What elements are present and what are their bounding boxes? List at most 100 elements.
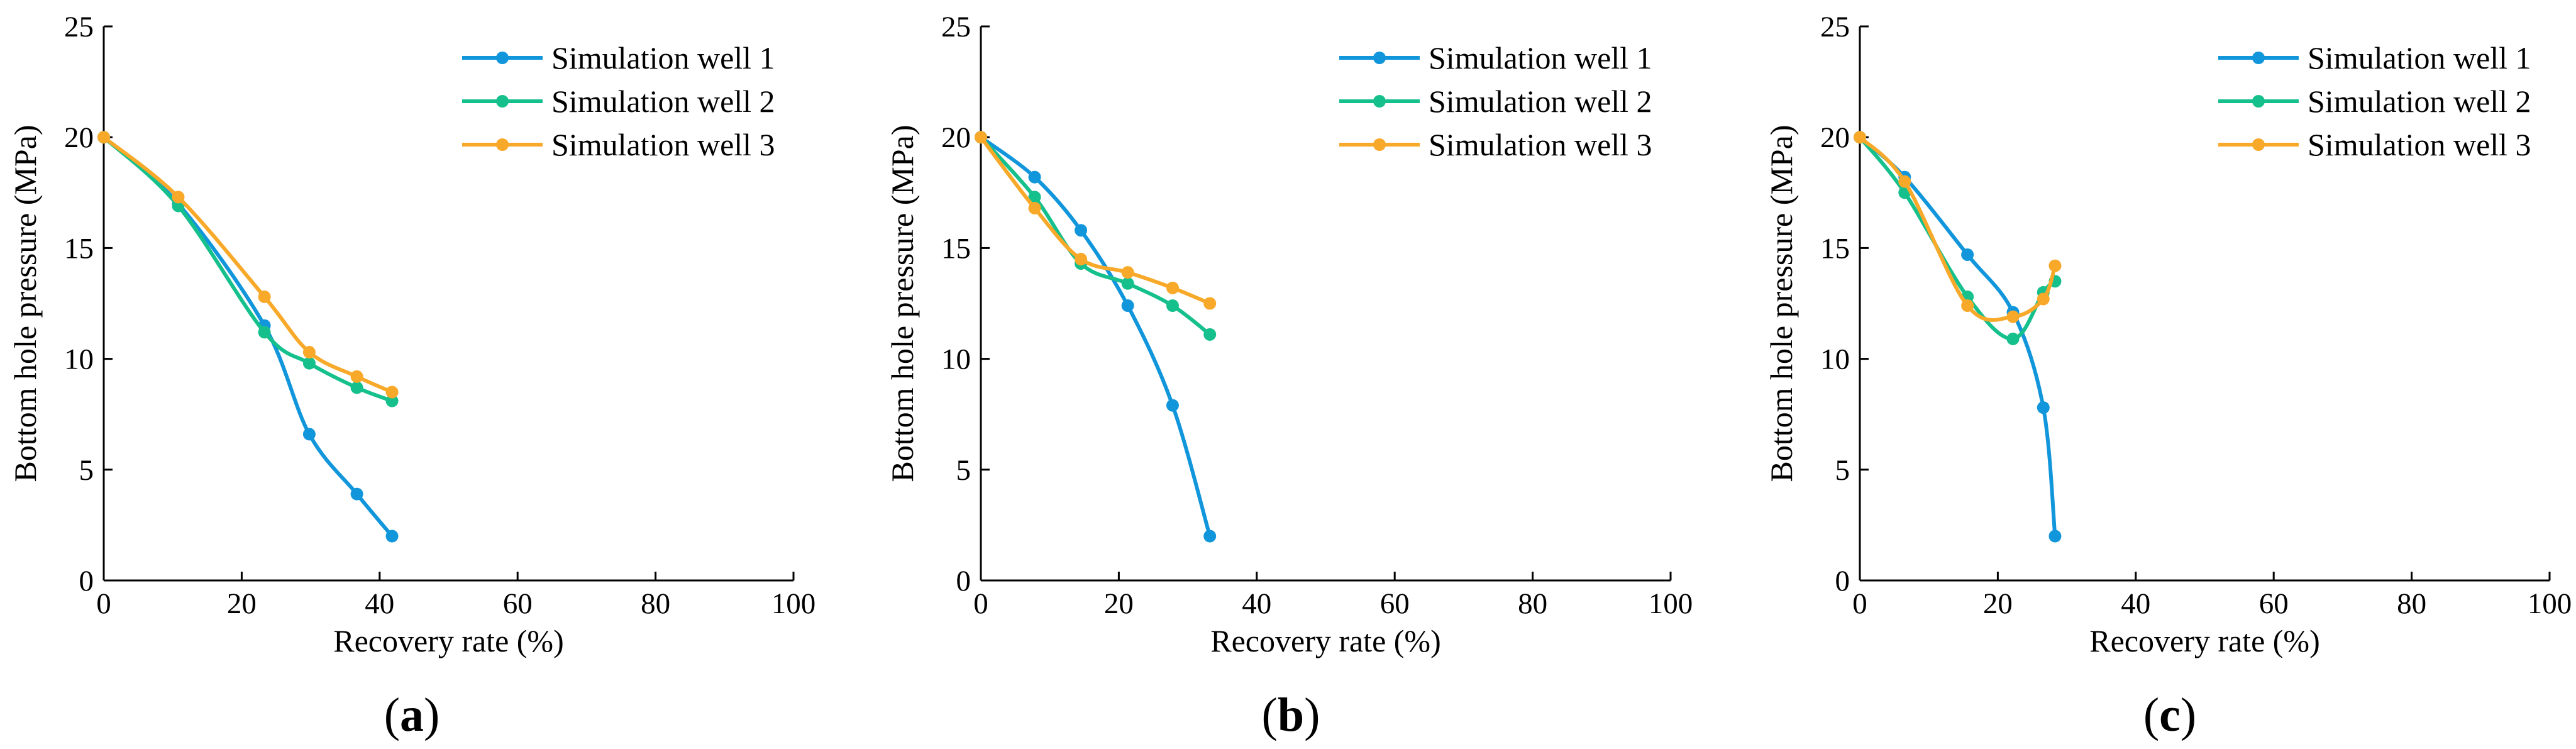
data-point — [1028, 201, 1041, 214]
legend-label-1: Simulation well 1 — [551, 40, 775, 75]
series-line-1 — [979, 135, 1212, 538]
chart-panel-2: 0 20 40 60 80 100 0 5 10 15 20 25 Recovery rate (%) B… — [885, 11, 1693, 741]
y-tick-label: 25 — [941, 11, 971, 43]
y-axis-label: Bottom hole pressure (MPa) — [8, 125, 43, 482]
data-point — [172, 191, 185, 204]
data-point — [1166, 399, 1179, 412]
legend-label-2: Simulation well 2 — [1429, 84, 1652, 119]
legend-marker-1 — [2252, 52, 2265, 64]
x-axis-label: Recovery rate (%) — [1210, 623, 1440, 658]
data-point — [1028, 191, 1041, 204]
y-tick-label: 15 — [941, 232, 971, 265]
data-point — [2037, 401, 2050, 414]
data-point — [1121, 277, 1134, 290]
data-point — [2048, 530, 2062, 543]
y-tick-label: 0 — [956, 565, 971, 597]
panel-label: (a) — [384, 689, 440, 741]
x-tick-label: 20 — [1983, 587, 2013, 620]
data-point — [1898, 175, 1911, 188]
legend-label-1: Simulation well 1 — [1429, 40, 1652, 75]
x-tick-label: 100 — [771, 587, 816, 620]
data-point — [350, 370, 363, 383]
y-tick-label: 20 — [941, 121, 971, 154]
data-point — [1203, 328, 1217, 341]
legend-label-3: Simulation well 3 — [551, 127, 775, 162]
data-point — [258, 326, 271, 339]
data-point — [1075, 224, 1088, 237]
y-axis-label: Bottom hole pressure (MPa) — [885, 125, 920, 482]
legend-label-3: Simulation well 3 — [1429, 127, 1652, 162]
data-point — [2037, 292, 2050, 306]
series-line-2 — [102, 135, 394, 403]
data-point — [1166, 299, 1179, 313]
x-tick-label: 40 — [365, 587, 394, 620]
x-tick-label: 80 — [641, 587, 670, 620]
legend-label-3: Simulation well 3 — [2308, 127, 2531, 162]
legend-marker-2 — [1373, 95, 1386, 108]
x-tick-label: 60 — [1380, 587, 1410, 620]
y-tick-label: 5 — [1835, 454, 1850, 487]
y-tick-label: 5 — [956, 454, 971, 487]
panel-label: (c) — [2143, 689, 2196, 741]
x-tick-label: 20 — [227, 587, 257, 620]
legend-label-1: Simulation well 1 — [2308, 40, 2531, 75]
data-point — [1028, 170, 1041, 184]
y-tick-label: 15 — [1820, 232, 1850, 265]
legend-marker-3 — [1373, 138, 1386, 151]
legend-marker-1 — [496, 52, 509, 64]
legend-marker-3 — [496, 138, 509, 151]
data-point — [302, 428, 316, 441]
panel-label: (b) — [1262, 689, 1320, 741]
data-point — [258, 290, 271, 303]
x-axis-label: Recovery rate (%) — [333, 623, 563, 658]
x-tick-label: 0 — [96, 587, 111, 620]
data-point — [302, 357, 316, 370]
chart-panel-3: 0 20 40 60 80 100 0 5 10 15 20 25 Recovery rate (%) B… — [1764, 11, 2572, 741]
legend-marker-1 — [1373, 52, 1386, 64]
x-tick-label: 60 — [503, 587, 533, 620]
y-tick-label: 10 — [64, 343, 94, 376]
legend-label-2: Simulation well 2 — [2308, 84, 2531, 119]
y-tick-label: 0 — [79, 565, 94, 597]
x-axis-label: Recovery rate (%) — [2089, 623, 2319, 658]
data-point — [2048, 259, 2062, 272]
series-line-1 — [102, 135, 394, 538]
chart-panel-1: 0 20 40 60 80 100 0 5 10 15 20 25 Recovery rate (%) B… — [8, 11, 815, 741]
data-point — [302, 346, 316, 359]
series-line-1 — [1858, 135, 2057, 538]
data-point — [2006, 310, 2020, 323]
data-point — [385, 386, 399, 399]
x-tick-label: 80 — [1518, 587, 1547, 620]
x-tick-label: 0 — [973, 587, 988, 620]
y-tick-label: 5 — [79, 454, 94, 487]
data-point — [1961, 248, 1974, 261]
legend-marker-3 — [2252, 138, 2265, 151]
y-tick-label: 15 — [64, 232, 94, 265]
series-line-2 — [1858, 135, 2057, 341]
x-tick-label: 40 — [1242, 587, 1271, 620]
x-tick-label: 0 — [1852, 587, 1867, 620]
data-point — [1075, 253, 1088, 266]
data-point — [975, 131, 987, 144]
data-point — [1854, 131, 1866, 144]
data-point — [385, 394, 399, 408]
data-point — [1203, 297, 1217, 310]
y-tick-label: 0 — [1835, 565, 1850, 597]
data-point — [1961, 299, 1974, 313]
legend-label-2: Simulation well 2 — [551, 84, 775, 119]
data-point — [1203, 530, 1217, 543]
x-tick-label: 100 — [1649, 587, 1693, 620]
data-point — [97, 131, 110, 144]
y-tick-label: 20 — [64, 121, 94, 154]
y-tick-label: 25 — [1820, 11, 1850, 43]
data-point — [385, 530, 399, 543]
y-tick-label: 20 — [1820, 121, 1850, 154]
y-tick-label: 10 — [941, 343, 971, 376]
data-point — [350, 487, 363, 501]
series-line-3 — [1858, 135, 2057, 322]
x-tick-label: 80 — [2397, 587, 2426, 620]
x-tick-label: 40 — [2121, 587, 2150, 620]
x-tick-label: 100 — [2528, 587, 2572, 620]
y-tick-label: 25 — [64, 11, 94, 43]
